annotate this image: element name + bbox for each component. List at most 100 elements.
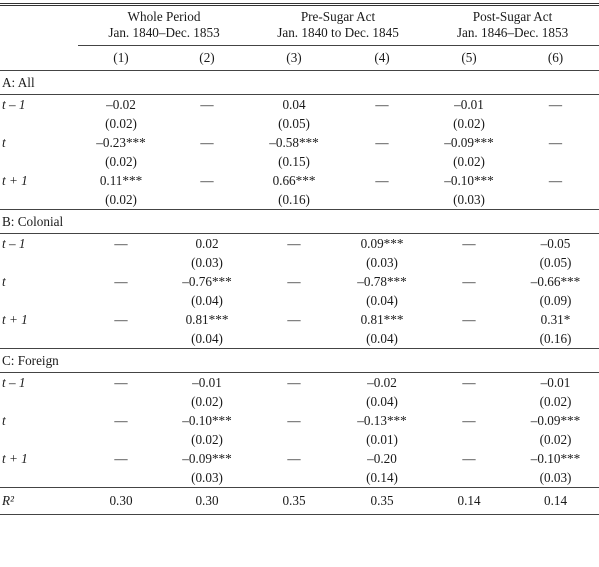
table-cell: — xyxy=(426,411,512,449)
dash-mark: — xyxy=(375,173,389,188)
standard-error: (0.16) xyxy=(278,192,310,207)
panel-title: B: Colonial xyxy=(0,209,599,234)
coefficient: 0.09*** xyxy=(360,236,404,251)
column-group-range: Jan. 1840 to Dec. 1845 xyxy=(277,25,399,40)
table-row: t – 1 — 0.02 (0.03) — 0.09*** (0.03) — –0.05 (0.0… xyxy=(0,234,599,273)
table-cell: 0.31* (0.16) xyxy=(512,310,599,349)
coefficient: 0.11*** xyxy=(99,173,143,188)
column-number: (1) xyxy=(78,45,164,71)
standard-error xyxy=(426,468,512,487)
coefficient: –0.66*** xyxy=(530,274,581,289)
standard-error: (0.03) xyxy=(191,255,223,270)
table-cell: 0.09*** (0.03) xyxy=(338,234,426,273)
dash-mark: — xyxy=(287,236,301,251)
table-row: t + 1 — 0.81*** (0.04) — 0.81*** (0.04) — 0.31* (… xyxy=(0,310,599,349)
coefficient: –0.23*** xyxy=(96,135,146,150)
table-cell: –0.78*** (0.04) xyxy=(338,272,426,310)
standard-error: (0.14) xyxy=(366,470,398,485)
table-cell: –0.01 (0.02) xyxy=(426,95,512,134)
table-cell: –0.10*** (0.03) xyxy=(426,171,513,210)
table-cell: 0.81*** (0.04) xyxy=(338,310,427,349)
panel-title-row: B: Colonial xyxy=(0,209,599,234)
dash-mark: — xyxy=(287,312,301,327)
standard-error xyxy=(250,468,338,487)
coefficient: –0.10*** xyxy=(444,173,494,188)
dash-mark: — xyxy=(375,97,389,112)
standard-error xyxy=(164,152,250,171)
standard-error: (0.02) xyxy=(105,116,137,131)
standard-error xyxy=(250,430,338,449)
standard-error xyxy=(338,152,426,171)
row-label-text: t xyxy=(2,413,6,428)
coefficient: –0.20 xyxy=(367,451,397,466)
dash-mark: — xyxy=(114,274,128,289)
table-cell: 0.04 (0.05) xyxy=(250,95,338,134)
table-row: t + 1 — –0.09*** (0.03) — –0.20 (0.14) — –0.10**… xyxy=(0,449,599,488)
coefficient: 0.04 xyxy=(282,97,306,112)
column-group-header: Pre-Sugar Act Jan. 1840 to Dec. 1845 xyxy=(250,3,427,46)
dash-mark: — xyxy=(462,451,476,466)
dash-mark: — xyxy=(200,135,214,150)
table-cell: — xyxy=(164,171,250,210)
table-cell: — xyxy=(512,133,599,171)
coefficient: 0.81*** xyxy=(185,312,229,327)
table-cell: –0.09*** (0.03) xyxy=(164,449,250,488)
table-cell: –0.01 (0.02) xyxy=(512,373,599,412)
table-cell: –0.01 (0.02) xyxy=(164,373,250,412)
table-cell: — xyxy=(78,272,164,310)
standard-error xyxy=(426,329,512,348)
standard-error: (0.04) xyxy=(366,293,398,308)
table-cell: 0.02 (0.03) xyxy=(164,234,250,273)
standard-error: (0.03) xyxy=(366,255,398,270)
table-cell: — xyxy=(78,411,164,449)
standard-error: (0.01) xyxy=(366,432,398,447)
table-cell: — xyxy=(426,234,512,273)
coefficient: –0.10*** xyxy=(182,413,232,428)
row-label: t – 1 xyxy=(0,95,78,134)
table-cell: — xyxy=(338,95,426,134)
table-cell: –0.66*** (0.09) xyxy=(512,272,599,310)
column-group-title: Whole Period xyxy=(127,9,201,24)
regression-table: Whole Period Jan. 1840–Dec. 1853 Pre-Sugar… xyxy=(0,3,599,515)
row-label: t + 1 xyxy=(0,449,78,488)
coefficient: –0.01 xyxy=(454,97,484,112)
coefficient: –0.01 xyxy=(192,375,222,390)
standard-error: (0.02) xyxy=(191,432,223,447)
dash-mark: — xyxy=(462,375,476,390)
table-row: t – 1 — –0.01 (0.02) — –0.02 (0.04) — –0.01 (0.02… xyxy=(0,373,599,412)
standard-error xyxy=(250,253,338,272)
standard-error: (0.03) xyxy=(539,470,572,485)
standard-error xyxy=(164,190,250,209)
dash-mark: — xyxy=(287,274,301,289)
dash-mark: — xyxy=(114,312,128,327)
dash-mark: — xyxy=(114,236,128,251)
stub-header xyxy=(0,3,78,71)
standard-error xyxy=(78,253,164,272)
table-cell: 0.66*** (0.16) xyxy=(250,171,338,210)
column-number: (6) xyxy=(512,45,599,71)
standard-error: (0.05) xyxy=(278,116,310,131)
table-cell: — xyxy=(338,133,426,171)
standard-error xyxy=(512,152,599,171)
standard-error: (0.16) xyxy=(539,331,572,346)
table-cell: — xyxy=(78,234,164,273)
panel-title-row: C: Foreign xyxy=(0,348,599,373)
standard-error xyxy=(164,114,250,133)
table-cell: — xyxy=(426,373,512,412)
panel-title: C: Foreign xyxy=(0,348,599,373)
table-row: t –0.23*** (0.02) — –0.58*** (0.15) — –0.09*** (… xyxy=(0,133,599,171)
dash-mark: — xyxy=(114,375,128,390)
column-number: (4) xyxy=(338,45,427,71)
standard-error: (0.02) xyxy=(539,432,572,447)
table-row: t – 1 –0.02 (0.02) — 0.04 (0.05) — –0.01 (0.02) — xyxy=(0,95,599,134)
standard-error: (0.05) xyxy=(539,255,572,270)
table-cell: –0.05 (0.05) xyxy=(512,234,599,273)
coefficient: –0.76*** xyxy=(182,274,232,289)
standard-error: (0.03) xyxy=(453,192,485,207)
table-cell: — xyxy=(78,449,164,488)
standard-error: (0.02) xyxy=(453,116,485,131)
r-squared-label: R² xyxy=(0,487,78,515)
standard-error xyxy=(338,190,426,209)
coefficient: –0.78*** xyxy=(357,274,407,289)
row-label: t – 1 xyxy=(0,234,78,273)
